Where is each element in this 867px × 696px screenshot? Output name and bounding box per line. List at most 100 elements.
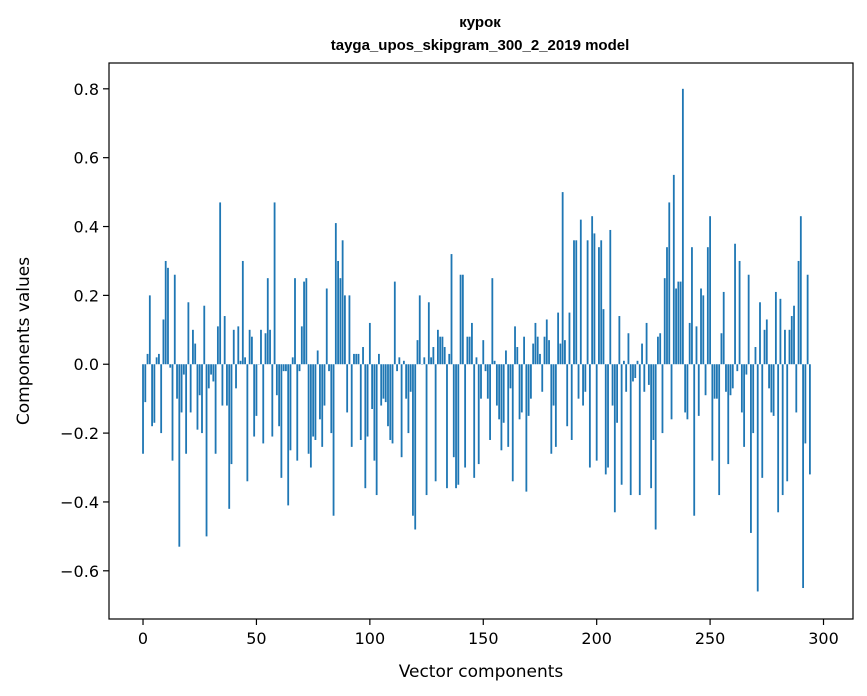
bar-121 [416, 340, 419, 365]
bar-92 [350, 364, 353, 447]
bar-276 [768, 364, 770, 389]
bar-124 [423, 357, 426, 365]
bar-234 [672, 174, 675, 365]
bar-185 [561, 192, 564, 365]
bar-131 [439, 336, 442, 365]
bar-190 [573, 240, 575, 365]
bar-39 [230, 364, 233, 465]
bar-196 [586, 240, 589, 365]
bar-220 [641, 343, 643, 365]
bar-36 [223, 316, 226, 365]
bar-98 [364, 364, 367, 489]
x-tick-label: 150 [468, 629, 499, 648]
bar-136 [450, 254, 453, 365]
bar-208 [613, 364, 616, 513]
bar-81 [325, 288, 328, 365]
bar-179 [548, 340, 550, 365]
bar-271 [756, 364, 759, 592]
bar-14 [173, 274, 176, 365]
bar-277 [770, 364, 773, 413]
bar-132 [441, 336, 444, 365]
bar-2 [146, 353, 149, 365]
bar-194 [582, 364, 584, 406]
bar-232 [668, 202, 671, 365]
bar-137 [452, 364, 455, 458]
bar-203 [602, 309, 605, 365]
bar-64 [287, 364, 290, 506]
bar-115 [402, 360, 405, 365]
bar-244 [695, 326, 698, 365]
bar-82 [328, 364, 330, 372]
bar-269 [752, 364, 755, 434]
y-axis-label: Components values [14, 257, 34, 425]
bar-118 [409, 364, 412, 392]
y-tick-label: −0.4 [60, 493, 99, 512]
bar-291 [802, 364, 804, 589]
bar-140 [459, 274, 462, 365]
bar-163 [511, 364, 514, 482]
bar-40 [232, 329, 235, 365]
x-tick-label: 0 [138, 629, 148, 648]
bar-32 [214, 364, 217, 454]
bar-41 [235, 364, 237, 389]
bar-257 [725, 364, 727, 392]
bar-21 [189, 364, 192, 413]
y-tick-label: 0.2 [74, 286, 99, 305]
bar-233 [670, 364, 673, 420]
bar-219 [638, 364, 641, 496]
bar-104 [378, 353, 380, 365]
bar-170 [527, 364, 530, 416]
bar-30 [210, 364, 212, 375]
bar-26 [201, 364, 203, 434]
bar-248 [704, 364, 707, 396]
bar-72 [305, 278, 308, 365]
bar-281 [779, 298, 782, 365]
bar-290 [799, 216, 802, 365]
bar-256 [722, 291, 725, 365]
bar-173 [534, 322, 537, 365]
bar-282 [781, 364, 784, 496]
bar-198 [591, 216, 594, 365]
bar-211 [620, 364, 623, 485]
bar-284 [786, 364, 789, 482]
bar-28 [205, 364, 208, 537]
bar-204 [604, 364, 607, 475]
bar-258 [727, 364, 730, 465]
bar-133 [443, 347, 446, 365]
bar-45 [244, 357, 246, 365]
bar-230 [663, 278, 666, 365]
bar-142 [464, 364, 467, 468]
bar-235 [675, 288, 677, 365]
bar-113 [398, 357, 401, 365]
bar-120 [414, 364, 417, 530]
bar-143 [466, 336, 469, 365]
bar-161 [507, 364, 510, 447]
bar-44 [241, 260, 244, 365]
bar-9 [162, 319, 165, 365]
bar-177 [543, 336, 546, 365]
x-tick-label: 300 [808, 629, 839, 648]
bar-116 [405, 364, 408, 399]
bar-158 [500, 364, 503, 451]
bar-146 [473, 364, 476, 478]
bar-264 [740, 364, 743, 413]
bar-53 [262, 364, 265, 444]
bar-231 [666, 247, 668, 365]
bar-259 [729, 364, 732, 396]
bar-126 [427, 302, 430, 365]
bar-0 [142, 364, 144, 454]
bar-286 [790, 316, 793, 365]
bar-164 [514, 326, 516, 365]
bar-70 [300, 326, 303, 365]
bar-212 [623, 360, 625, 365]
bar-38 [228, 364, 231, 509]
bar-80 [323, 364, 326, 406]
bar-191 [575, 240, 578, 365]
bar-48 [251, 336, 253, 365]
bar-152 [486, 364, 489, 399]
bar-144 [468, 336, 471, 365]
bar-176 [541, 364, 544, 392]
bar-12 [169, 364, 172, 368]
x-tick-label: 250 [695, 629, 726, 648]
bar-205 [607, 364, 609, 468]
